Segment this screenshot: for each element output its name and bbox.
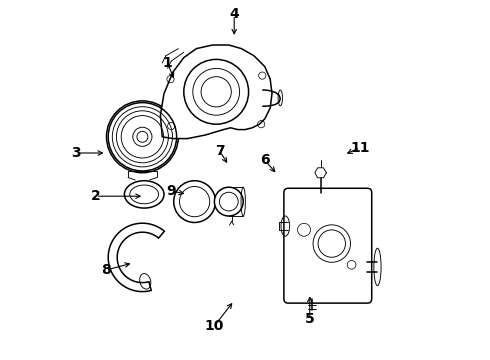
Text: 11: 11 xyxy=(350,141,370,154)
Circle shape xyxy=(313,225,350,262)
Polygon shape xyxy=(108,223,164,292)
Text: 1: 1 xyxy=(163,56,172,70)
Text: 5: 5 xyxy=(305,312,315,325)
Text: 9: 9 xyxy=(167,184,176,198)
Text: 6: 6 xyxy=(260,153,270,167)
Circle shape xyxy=(215,187,243,216)
Ellipse shape xyxy=(124,181,164,208)
Text: 3: 3 xyxy=(71,146,81,160)
Text: 4: 4 xyxy=(229,8,239,21)
Circle shape xyxy=(106,101,178,173)
Text: 7: 7 xyxy=(215,144,224,158)
FancyBboxPatch shape xyxy=(284,188,372,303)
Text: 8: 8 xyxy=(101,263,111,277)
Polygon shape xyxy=(160,45,272,139)
Text: 2: 2 xyxy=(91,189,100,203)
Text: 10: 10 xyxy=(205,319,224,333)
Circle shape xyxy=(174,181,216,222)
